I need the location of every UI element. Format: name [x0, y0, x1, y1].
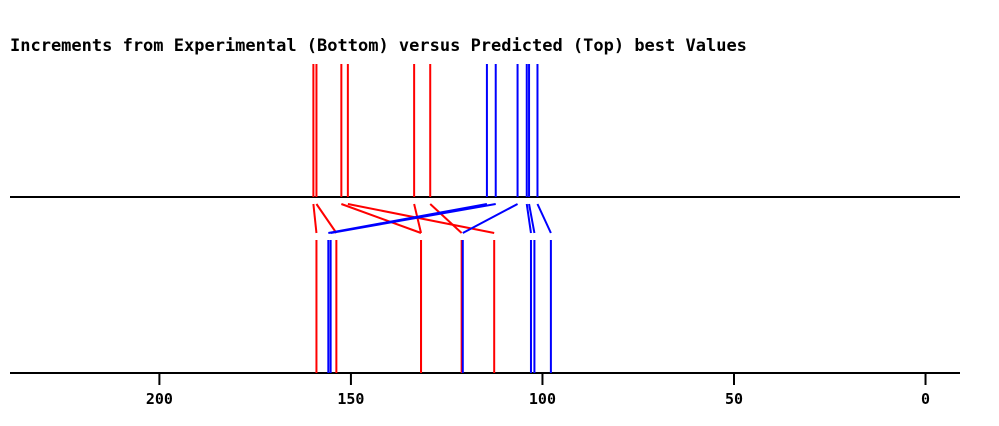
connector-line [330, 203, 496, 234]
x-tick-label: 200 [146, 390, 173, 408]
x-tick-label: 0 [921, 390, 930, 408]
x-tick-label: 150 [337, 390, 364, 408]
connector-line [341, 203, 422, 234]
connector-line [312, 203, 318, 234]
connector-line [536, 203, 552, 234]
assignment-connectors [312, 203, 552, 234]
chart-title: Increments from Experimental (Bottom) ve… [10, 36, 747, 56]
connector-line [525, 203, 532, 234]
connector-line [429, 203, 463, 234]
x-axis-ticks: 200 150 100 50 0 [146, 373, 930, 408]
experimental-sticks [315, 240, 552, 373]
connector-line [528, 203, 536, 234]
connector-line [462, 203, 519, 234]
x-tick-label: 50 [725, 390, 743, 408]
x-tick-label: 100 [529, 390, 556, 408]
predicted-sticks [312, 64, 539, 197]
connector-line [315, 203, 338, 234]
